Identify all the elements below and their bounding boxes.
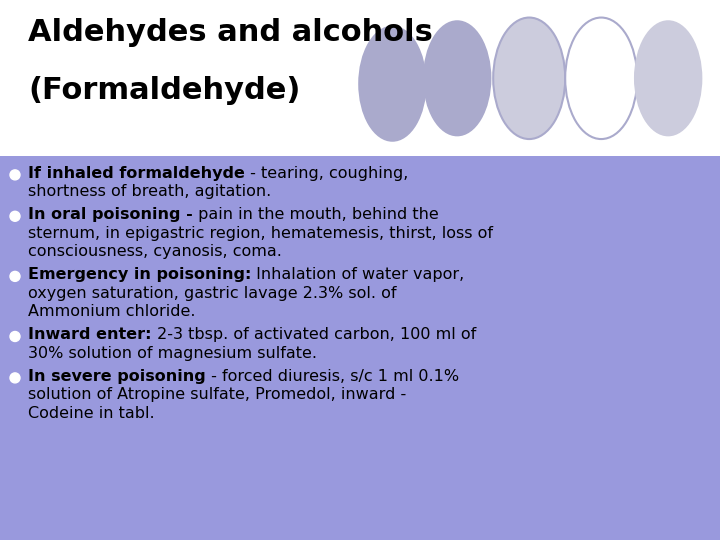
Text: shortness of breath, agitation.: shortness of breath, agitation. xyxy=(28,184,271,199)
Circle shape xyxy=(10,332,20,341)
Ellipse shape xyxy=(423,20,492,137)
Text: (Formaldehyde): (Formaldehyde) xyxy=(28,76,300,105)
Text: pain in the mouth, behind the: pain in the mouth, behind the xyxy=(193,207,438,222)
FancyBboxPatch shape xyxy=(0,156,720,540)
Circle shape xyxy=(10,373,20,383)
Circle shape xyxy=(10,211,20,221)
Text: consciousness, cyanosis, coma.: consciousness, cyanosis, coma. xyxy=(28,244,282,259)
Text: - tearing, coughing,: - tearing, coughing, xyxy=(245,166,408,180)
Text: 2-3 tbsp. of activated carbon, 100 ml of: 2-3 tbsp. of activated carbon, 100 ml of xyxy=(151,327,476,342)
Text: - forced diuresis, s/c 1 ml 0.1%: - forced diuresis, s/c 1 ml 0.1% xyxy=(206,368,459,383)
Ellipse shape xyxy=(359,25,426,141)
Ellipse shape xyxy=(634,20,703,137)
Text: solution of Atropine sulfate, Promedol, inward -: solution of Atropine sulfate, Promedol, … xyxy=(28,387,406,402)
Text: sternum, in epigastric region, hematemesis, thirst, loss of: sternum, in epigastric region, hematemes… xyxy=(28,226,493,241)
Ellipse shape xyxy=(565,17,637,139)
FancyBboxPatch shape xyxy=(0,0,720,156)
Text: Codeine in tabl.: Codeine in tabl. xyxy=(28,406,155,421)
Text: Aldehydes and alcohols: Aldehydes and alcohols xyxy=(28,18,433,47)
Text: oxygen saturation, gastric lavage 2.3% sol. of: oxygen saturation, gastric lavage 2.3% s… xyxy=(28,286,397,301)
Text: In oral poisoning -: In oral poisoning - xyxy=(28,207,193,222)
Circle shape xyxy=(10,272,20,281)
Text: Ammonium chloride.: Ammonium chloride. xyxy=(28,305,196,320)
Ellipse shape xyxy=(493,17,565,139)
Circle shape xyxy=(10,170,20,180)
Text: If inhaled formaldehyde: If inhaled formaldehyde xyxy=(28,166,245,180)
Text: Emergency in poisoning:: Emergency in poisoning: xyxy=(28,267,251,282)
Text: Inward enter:: Inward enter: xyxy=(28,327,151,342)
Text: 30% solution of magnesium sulfate.: 30% solution of magnesium sulfate. xyxy=(28,346,317,361)
Text: In severe poisoning: In severe poisoning xyxy=(28,368,206,383)
Text: Inhalation of water vapor,: Inhalation of water vapor, xyxy=(251,267,464,282)
